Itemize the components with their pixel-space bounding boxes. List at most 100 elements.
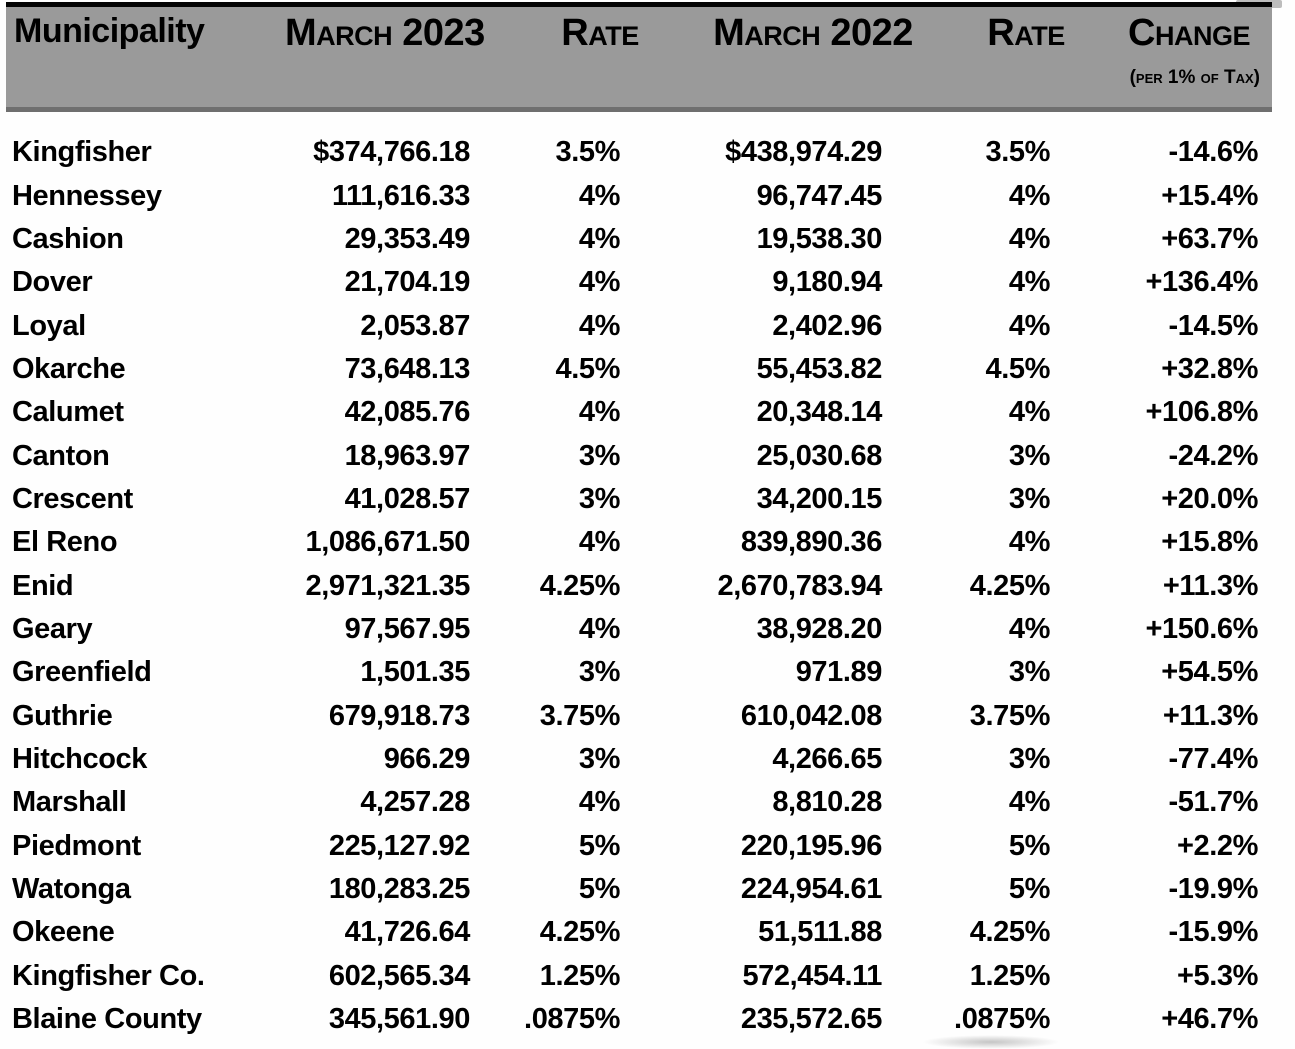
rate-2022-cell: 3% xyxy=(1008,656,1051,689)
march-2023-amount-cell: 41,726.64 xyxy=(344,916,471,949)
march-2023-amount-cell: 2,053.87 xyxy=(360,309,470,342)
march-2023-amount-cell: $374,766.18 xyxy=(313,136,470,169)
table-row: Loyal 2,053.87 4% 2,402.96 4% -14.5% xyxy=(0,304,1295,347)
march-2023-amount-cell: 21,704.19 xyxy=(344,266,471,299)
change-cell: +136.4% xyxy=(1145,266,1259,299)
municipality-cell: Geary xyxy=(12,612,93,645)
change-cell: +11.3% xyxy=(1162,569,1259,602)
march-2023-amount-cell: 602,565.34 xyxy=(328,959,471,992)
rate-2023-cell: 5% xyxy=(578,873,621,906)
table-row: Hennessey 111,616.33 4% 96,747.45 4% +15.4% xyxy=(0,174,1295,217)
col-header-municipality: Municipality xyxy=(14,12,205,50)
table-row: Greenfield 1,501.35 3% 971.89 3% +54.5% xyxy=(0,651,1295,694)
march-2022-amount-cell: $438,974.29 xyxy=(725,136,882,169)
march-2023-amount-cell: 111,616.33 xyxy=(332,179,470,212)
change-cell: +2.2% xyxy=(1176,829,1258,862)
rate-2022-cell: 4% xyxy=(1008,526,1051,559)
rate-2023-cell: 1.25% xyxy=(539,959,621,992)
table-row: Piedmont 225,127.92 5% 220,195.96 5% +2.2% xyxy=(0,825,1295,868)
rate-2022-cell: 5% xyxy=(1008,873,1051,906)
rate-2023-cell: 4% xyxy=(578,266,621,299)
rate-2022-cell: 4% xyxy=(1008,179,1051,212)
table-row: Canton 18,963.97 3% 25,030.68 3% -24.2% xyxy=(0,434,1295,477)
rate-2023-cell: 5% xyxy=(578,829,621,862)
municipality-cell: Kingfisher xyxy=(12,136,152,169)
change-cell: +63.7% xyxy=(1161,222,1258,255)
march-2023-amount-cell: 42,085.76 xyxy=(344,396,471,429)
change-cell: -19.9% xyxy=(1168,873,1259,906)
march-2022-amount-cell: 4,266.65 xyxy=(772,742,882,775)
municipality-cell: Hennessey xyxy=(12,179,162,212)
rate-2022-cell: 4% xyxy=(1008,612,1051,645)
municipality-cell: Kingfisher Co. xyxy=(12,959,205,992)
municipality-cell: El Reno xyxy=(12,526,118,559)
table-row: Dover 21,704.19 4% 9,180.94 4% +136.4% xyxy=(0,261,1295,304)
march-2022-amount-cell: 9,180.94 xyxy=(772,266,882,299)
rate-2023-cell: 4.5% xyxy=(555,352,621,385)
march-2022-amount-cell: 971.89 xyxy=(795,656,883,689)
march-2023-amount-cell: 966.29 xyxy=(383,742,471,775)
rate-2023-cell: 4% xyxy=(578,612,621,645)
scan-artifact-smudge xyxy=(922,1035,1060,1049)
rate-2022-cell: 4% xyxy=(1008,396,1051,429)
municipality-cell: Blaine County xyxy=(12,1003,202,1036)
march-2023-amount-cell: 29,353.49 xyxy=(344,222,471,255)
rate-2023-cell: 3.5% xyxy=(555,136,621,169)
change-cell: +20.0% xyxy=(1161,482,1258,515)
rate-2022-cell: 3.75% xyxy=(969,699,1051,732)
table-row: Kingfisher $374,766.18 3.5% $438,974.29 3.5%… xyxy=(0,131,1295,174)
rate-2022-cell: 4% xyxy=(1008,266,1051,299)
march-2023-amount-cell: 2,971,321.35 xyxy=(305,569,470,602)
rate-2022-cell: 4.25% xyxy=(969,916,1051,949)
table-header: Municipality March 2023 Rate March 2022 … xyxy=(6,2,1272,112)
march-2022-amount-cell: 572,454.11 xyxy=(742,959,882,992)
table-body: Kingfisher $374,766.18 3.5% $438,974.29 3.5%… xyxy=(0,131,1295,1041)
rate-2022-cell: 3% xyxy=(1008,482,1051,515)
march-2023-amount-cell: 41,028.57 xyxy=(344,482,471,515)
rate-2022-cell: 3.5% xyxy=(985,136,1051,169)
change-cell: +54.5% xyxy=(1161,656,1258,689)
municipality-cell: Crescent xyxy=(12,482,133,515)
march-2023-amount-cell: 18,963.97 xyxy=(344,439,471,472)
table-row: Cashion 29,353.49 4% 19,538.30 4% +63.7% xyxy=(0,218,1295,261)
march-2022-amount-cell: 20,348.14 xyxy=(756,396,883,429)
municipality-cell: Greenfield xyxy=(12,656,152,689)
change-cell: +32.8% xyxy=(1161,352,1258,385)
rate-2023-cell: 4.25% xyxy=(539,916,621,949)
table-row: Okeene 41,726.64 4.25% 51,511.88 4.25% -15.9% xyxy=(0,911,1295,954)
march-2022-amount-cell: 38,928.20 xyxy=(756,612,883,645)
rate-2022-cell: 4% xyxy=(1008,309,1051,342)
march-2022-amount-cell: 19,538.30 xyxy=(756,222,883,255)
rate-2023-cell: 4% xyxy=(578,526,621,559)
municipality-cell: Cashion xyxy=(12,222,124,255)
march-2023-amount-cell: 4,257.28 xyxy=(360,786,470,819)
rate-2023-cell: 4% xyxy=(578,222,621,255)
rate-2022-cell: 4% xyxy=(1008,222,1051,255)
municipality-cell: Watonga xyxy=(12,873,131,906)
change-cell: -51.7% xyxy=(1168,786,1259,819)
march-2023-amount-cell: 180,283.25 xyxy=(328,873,471,906)
table-header-row: Municipality March 2023 Rate March 2022 … xyxy=(6,7,1272,107)
table-row: Enid 2,971,321.35 4.25% 2,670,783.94 4.25% +1… xyxy=(0,564,1295,607)
col-header-change-label: Change xyxy=(1128,12,1250,54)
march-2022-amount-cell: 55,453.82 xyxy=(756,352,883,385)
change-cell: -14.6% xyxy=(1168,136,1259,169)
march-2023-amount-cell: 679,918.73 xyxy=(328,699,471,732)
march-2023-amount-cell: 1,086,671.50 xyxy=(305,526,470,559)
municipality-cell: Okeene xyxy=(12,916,115,949)
change-cell: -24.2% xyxy=(1168,439,1259,472)
rate-2023-cell: 3.75% xyxy=(539,699,621,732)
march-2023-amount-cell: 345,561.90 xyxy=(328,1003,471,1036)
rate-2023-cell: 4% xyxy=(578,179,621,212)
rate-2022-cell: 4% xyxy=(1008,786,1051,819)
march-2022-amount-cell: 2,402.96 xyxy=(772,309,882,342)
march-2022-amount-cell: 224,954.61 xyxy=(740,873,883,906)
march-2022-amount-cell: 220,195.96 xyxy=(740,829,883,862)
change-cell: +5.3% xyxy=(1176,959,1258,992)
rate-2023-cell: 4% xyxy=(578,786,621,819)
municipality-cell: Hitchcock xyxy=(12,742,147,775)
municipality-cell: Canton xyxy=(12,439,110,472)
march-2023-amount-cell: 1,501.35 xyxy=(360,656,470,689)
rate-2022-cell: 3% xyxy=(1008,742,1051,775)
table-row: Calumet 42,085.76 4% 20,348.14 4% +106.8% xyxy=(0,391,1295,434)
